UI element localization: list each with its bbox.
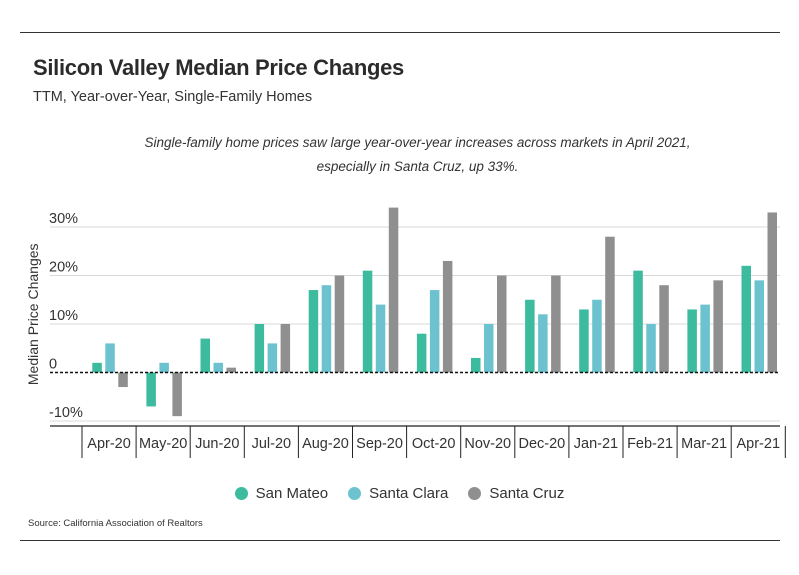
bar-santa-cruz (713, 280, 723, 373)
bar-santa-cruz (497, 275, 507, 373)
chart-annotation: Single-family home prices saw large year… (130, 131, 705, 179)
bottom-rule (20, 540, 780, 541)
y-tick-label: 30% (49, 211, 78, 227)
bar-san-mateo (687, 309, 697, 373)
bar-santa-clara (105, 343, 115, 373)
bar-santa-clara (484, 324, 494, 373)
bar-san-mateo (146, 372, 156, 407)
legend-label-san-mateo: San Mateo (255, 485, 329, 502)
y-tick-label: -10% (49, 405, 83, 421)
bar-santa-clara (592, 299, 602, 373)
bar-santa-cruz (767, 212, 777, 373)
legend-item-santa-clara: Santa Clara (348, 485, 448, 502)
bar-santa-clara (646, 324, 656, 373)
bar-santa-clara (754, 280, 764, 373)
annotation-line-2: especially in Santa Cruz, up 33%. (316, 159, 519, 174)
chart-legend: San Mateo Santa Clara Santa Cruz (0, 485, 799, 502)
bar-santa-cruz (226, 367, 236, 373)
y-axis-label: Median Price Changes (25, 243, 41, 385)
x-tick-label: Nov-20 (464, 436, 511, 452)
legend-label-santa-cruz: Santa Cruz (489, 485, 565, 502)
y-tick-label: 10% (49, 308, 78, 324)
bar-san-mateo (525, 299, 535, 373)
bar-san-mateo (92, 362, 102, 373)
legend-swatch-san-mateo (234, 487, 248, 500)
bar-santa-cruz (334, 275, 345, 373)
y-tick-label: 0 (49, 357, 57, 373)
bar-santa-clara (538, 314, 548, 373)
x-tick-label: Sep-20 (356, 436, 403, 452)
x-tick-label: Dec-20 (518, 436, 565, 452)
bar-san-mateo (308, 290, 319, 373)
bar-santa-cruz (551, 275, 561, 373)
bar-santa-clara (159, 362, 169, 373)
source-note: Source: California Association of Realto… (28, 518, 203, 529)
bar-san-mateo (741, 265, 751, 373)
x-tick-label: May-20 (139, 436, 187, 452)
x-tick-label: Oct-20 (412, 436, 456, 452)
bar-santa-clara (267, 343, 278, 373)
y-tick-label: 20% (49, 260, 78, 276)
bar-santa-cruz (605, 236, 615, 373)
bar-santa-cruz (172, 372, 182, 417)
x-tick-label: Aug-20 (302, 436, 349, 452)
x-tick-label: Jul-20 (252, 436, 292, 452)
x-tick-label: Mar-21 (681, 436, 727, 452)
bar-santa-cruz (659, 285, 669, 373)
chart-title: Silicon Valley Median Price Changes (33, 55, 404, 80)
bar-santa-cruz (442, 260, 453, 373)
bar-santa-clara (213, 362, 223, 373)
x-tick-label: Jan-21 (574, 436, 618, 452)
bar-santa-clara (375, 304, 386, 373)
bar-san-mateo (579, 309, 589, 373)
legend-swatch-santa-clara (348, 487, 362, 500)
bar-san-mateo (633, 270, 643, 373)
x-tick-label: Feb-21 (627, 436, 673, 452)
bar-san-mateo (362, 270, 373, 373)
bar-san-mateo (471, 357, 481, 373)
bar-santa-clara (700, 304, 710, 373)
bar-santa-cruz (280, 324, 291, 373)
bar-santa-cruz (118, 372, 128, 388)
bar-santa-clara (321, 285, 332, 373)
chart-subtitle: TTM, Year-over-Year, Single-Family Homes (33, 89, 313, 105)
annotation-line-1: Single-family home prices saw large year… (144, 135, 691, 150)
legend-label-santa-clara: Santa Clara (369, 485, 449, 502)
x-tick-label: Apr-20 (87, 436, 131, 452)
bar-san-mateo (200, 338, 210, 373)
bar-santa-cruz (388, 207, 399, 373)
legend-item-santa-cruz: Santa Cruz (468, 485, 564, 502)
bar-san-mateo (254, 324, 265, 373)
legend-item-san-mateo: San Mateo (234, 485, 329, 502)
bar-san-mateo (416, 333, 427, 373)
bar-santa-clara (429, 290, 440, 373)
legend-swatch-santa-cruz (468, 487, 482, 500)
top-rule (20, 32, 780, 33)
x-tick-label: Jun-20 (195, 436, 239, 452)
x-tick-label: Apr-21 (736, 436, 780, 452)
